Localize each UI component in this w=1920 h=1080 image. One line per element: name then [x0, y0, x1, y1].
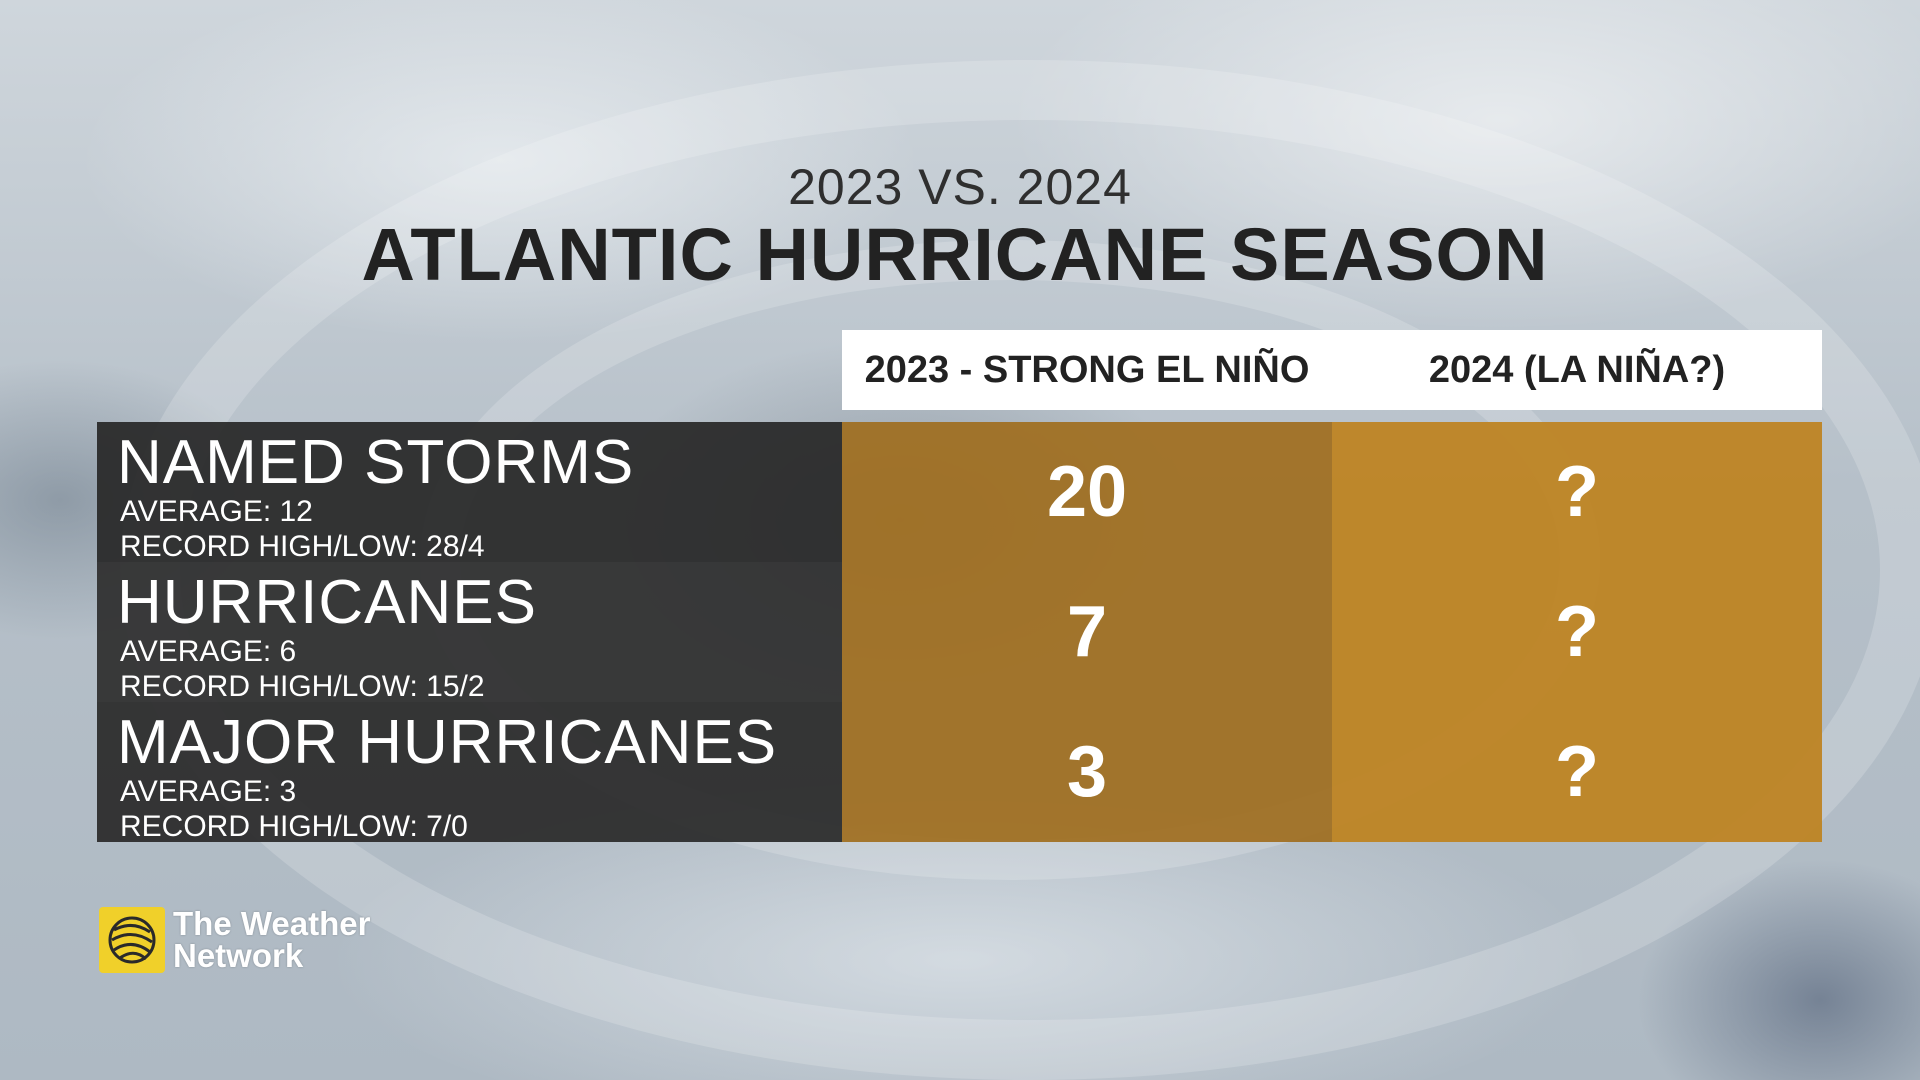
column-header-2024: 2024 (LA NIÑA?): [1428, 349, 1726, 391]
row-label: NAMED STORMS AVERAGE: 12 RECORD HIGH/LOW…: [97, 422, 842, 563]
value-2023: 20: [842, 422, 1332, 562]
category-record: RECORD HIGH/LOW: 7/0: [120, 810, 468, 843]
category-record: RECORD HIGH/LOW: 28/4: [120, 530, 485, 563]
comparison-table: NAMED STORMS AVERAGE: 12 RECORD HIGH/LOW…: [97, 422, 1822, 843]
row-label: MAJOR HURRICANES AVERAGE: 3 RECORD HIGH/…: [97, 702, 842, 843]
value-2023: 3: [842, 702, 1332, 842]
category-record: RECORD HIGH/LOW: 15/2: [120, 670, 485, 703]
table-row-major-hurricanes: MAJOR HURRICANES AVERAGE: 3 RECORD HIGH/…: [97, 702, 1822, 843]
weather-network-logo: The Weather Network: [99, 907, 370, 973]
category-average: AVERAGE: 6: [120, 635, 297, 668]
value-2024: ?: [1332, 562, 1822, 702]
category-average: AVERAGE: 12: [120, 495, 313, 528]
table-row-named-storms: NAMED STORMS AVERAGE: 12 RECORD HIGH/LOW…: [97, 422, 1822, 563]
category-name: HURRICANES: [117, 568, 537, 637]
column-header-bar: 2023 - STRONG EL NIÑO 2024 (LA NIÑA?): [842, 330, 1822, 410]
value-2024: ?: [1332, 422, 1822, 562]
category-average: AVERAGE: 3: [120, 775, 297, 808]
subtitle: 2023 VS. 2024: [788, 159, 1132, 215]
globe-swirl-icon: [99, 907, 165, 973]
row-label: HURRICANES AVERAGE: 6 RECORD HIGH/LOW: 1…: [97, 562, 842, 703]
page-title: ATLANTIC HURRICANE SEASON: [361, 213, 1549, 296]
value-2024: ?: [1332, 702, 1822, 842]
logo-line-1: The Weather: [173, 905, 371, 942]
value-2023: 7: [842, 562, 1332, 702]
logo-line-2: Network: [173, 937, 304, 974]
category-name: MAJOR HURRICANES: [117, 708, 778, 777]
table-row-hurricanes: HURRICANES AVERAGE: 6 RECORD HIGH/LOW: 1…: [97, 562, 1822, 703]
category-name: NAMED STORMS: [117, 428, 635, 497]
column-header-2023: 2023 - STRONG EL NIÑO: [864, 349, 1310, 391]
